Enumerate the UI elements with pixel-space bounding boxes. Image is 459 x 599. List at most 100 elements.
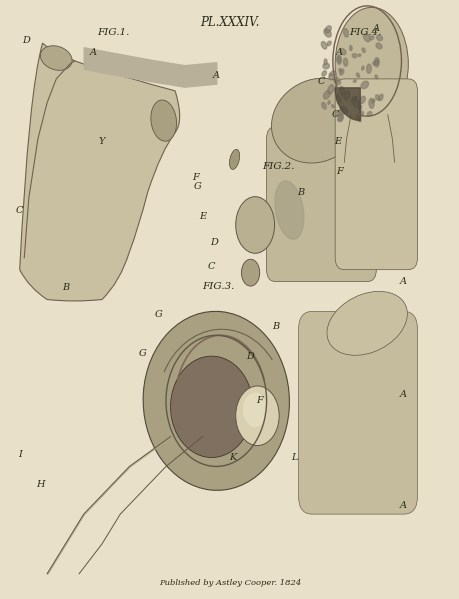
Text: E: E	[199, 211, 206, 220]
Ellipse shape	[358, 118, 360, 122]
Text: C: C	[330, 110, 338, 119]
Ellipse shape	[321, 102, 325, 109]
Text: Published by Astley Cooper. 1824: Published by Astley Cooper. 1824	[158, 579, 301, 587]
Text: A: A	[336, 47, 342, 56]
Ellipse shape	[325, 26, 330, 33]
Ellipse shape	[376, 35, 382, 41]
Ellipse shape	[235, 386, 279, 446]
Ellipse shape	[143, 311, 289, 491]
Ellipse shape	[340, 107, 347, 114]
Ellipse shape	[339, 69, 343, 75]
Ellipse shape	[271, 78, 361, 163]
Text: PL.XXXIV.: PL.XXXIV.	[200, 16, 259, 29]
Text: A: A	[399, 277, 406, 286]
Ellipse shape	[356, 73, 359, 77]
Ellipse shape	[321, 41, 326, 49]
Ellipse shape	[371, 99, 374, 103]
Ellipse shape	[42, 132, 125, 264]
Ellipse shape	[339, 107, 343, 116]
Text: C: C	[16, 205, 23, 214]
Text: Y: Y	[99, 137, 105, 146]
FancyBboxPatch shape	[335, 79, 417, 270]
Text: G: G	[155, 310, 162, 319]
Ellipse shape	[42, 165, 88, 255]
Ellipse shape	[361, 48, 364, 53]
Text: FIG.3.: FIG.3.	[202, 282, 235, 291]
Ellipse shape	[329, 74, 332, 76]
Ellipse shape	[359, 111, 363, 114]
Ellipse shape	[324, 59, 326, 65]
Text: A: A	[89, 47, 96, 56]
Text: L: L	[290, 453, 297, 462]
Ellipse shape	[335, 111, 339, 116]
Ellipse shape	[360, 81, 368, 89]
Text: G: G	[194, 181, 202, 190]
Text: A: A	[399, 391, 406, 400]
Ellipse shape	[374, 58, 378, 67]
Ellipse shape	[327, 84, 333, 94]
Ellipse shape	[366, 111, 371, 116]
Text: G: G	[139, 349, 147, 358]
Ellipse shape	[352, 53, 356, 58]
Ellipse shape	[372, 61, 376, 65]
Ellipse shape	[357, 54, 360, 56]
Ellipse shape	[323, 29, 330, 37]
Ellipse shape	[375, 95, 379, 101]
FancyBboxPatch shape	[266, 126, 375, 282]
Text: D: D	[22, 36, 30, 45]
Text: D: D	[246, 352, 254, 361]
Ellipse shape	[322, 63, 329, 69]
Ellipse shape	[375, 43, 381, 49]
Text: C: C	[207, 262, 215, 271]
Text: FIG.2.: FIG.2.	[262, 162, 294, 171]
Text: B: B	[62, 283, 69, 292]
Text: A: A	[372, 24, 379, 33]
Text: A: A	[399, 501, 406, 510]
Text: F: F	[192, 173, 199, 181]
Ellipse shape	[353, 97, 356, 100]
Ellipse shape	[368, 98, 373, 108]
Ellipse shape	[339, 86, 344, 95]
Ellipse shape	[321, 71, 325, 76]
Text: K: K	[228, 453, 235, 462]
Ellipse shape	[335, 7, 408, 120]
Ellipse shape	[241, 259, 259, 286]
Ellipse shape	[355, 113, 361, 119]
Text: F: F	[336, 167, 342, 176]
Wedge shape	[335, 88, 359, 120]
Ellipse shape	[331, 105, 334, 108]
Ellipse shape	[361, 66, 363, 70]
Ellipse shape	[326, 291, 407, 355]
Ellipse shape	[343, 58, 347, 66]
Ellipse shape	[369, 36, 373, 40]
Ellipse shape	[359, 96, 364, 104]
Ellipse shape	[327, 101, 330, 104]
Text: FIG.4.: FIG.4.	[348, 28, 381, 37]
Ellipse shape	[326, 41, 330, 46]
Ellipse shape	[338, 113, 342, 121]
Ellipse shape	[235, 196, 274, 253]
Text: F: F	[256, 397, 263, 406]
Ellipse shape	[170, 356, 252, 458]
Ellipse shape	[339, 49, 345, 55]
Text: E: E	[333, 137, 340, 146]
Ellipse shape	[363, 34, 369, 42]
Ellipse shape	[374, 75, 377, 79]
Ellipse shape	[337, 56, 340, 62]
Ellipse shape	[323, 90, 330, 99]
Ellipse shape	[366, 64, 370, 73]
Ellipse shape	[358, 105, 361, 110]
Ellipse shape	[349, 46, 351, 50]
Ellipse shape	[40, 46, 72, 70]
Text: I: I	[18, 450, 22, 459]
Text: A: A	[213, 71, 219, 80]
Ellipse shape	[353, 80, 355, 83]
Text: C: C	[317, 77, 325, 86]
Ellipse shape	[351, 96, 356, 103]
Ellipse shape	[328, 71, 335, 80]
Ellipse shape	[274, 181, 303, 239]
Ellipse shape	[333, 78, 340, 84]
Ellipse shape	[352, 99, 359, 108]
Ellipse shape	[378, 94, 382, 101]
Text: FIG.1.: FIG.1.	[97, 28, 129, 37]
